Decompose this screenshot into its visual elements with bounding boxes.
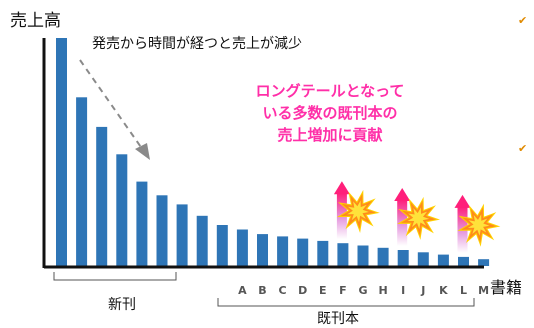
backlist-label: 既刊本 — [317, 311, 359, 327]
highlight-line-3: 売上増加に貢献 — [277, 126, 383, 144]
x-tick-label: D — [298, 284, 307, 297]
x-tick-label: C — [279, 284, 287, 297]
burst-star-core — [347, 200, 369, 223]
x-tick-label: K — [439, 284, 448, 297]
bar — [56, 38, 67, 266]
bar — [297, 238, 309, 266]
x-tick-label: E — [319, 284, 327, 297]
y-axis-label: 売上高 — [10, 11, 61, 31]
bar — [236, 229, 248, 266]
bar — [377, 247, 389, 266]
longtail-highlight: ロングテールとなって いる多数の既刊本の 売上増加に貢献 — [212, 80, 448, 146]
bar — [458, 256, 469, 266]
x-tick-label: A — [238, 284, 247, 297]
x-tick-label: B — [258, 284, 266, 297]
burst-star-core — [407, 207, 430, 229]
bullet-check-icon: ✔ — [518, 142, 528, 155]
bar — [277, 236, 289, 266]
bar — [317, 240, 329, 266]
backlist-bracket — [217, 298, 475, 307]
burst-star-core — [467, 214, 490, 236]
decline-arrow-head — [135, 143, 150, 160]
highlight-line-1: ロングテールとなって — [255, 82, 405, 100]
bar — [357, 245, 369, 266]
bar — [437, 254, 449, 266]
bar — [478, 259, 490, 266]
bar — [156, 195, 168, 266]
growth-arrow-head — [454, 194, 471, 208]
highlight-line-2: いる多数の既刊本の — [262, 104, 398, 122]
new-release-bracket — [53, 272, 177, 281]
bar — [196, 215, 208, 266]
x-tick-label: M — [478, 284, 489, 297]
bar — [397, 250, 409, 266]
x-tick-label: L — [460, 284, 467, 297]
decline-annotation: 発売から時間が経つと売上が減少 — [92, 36, 302, 52]
bar — [257, 234, 268, 266]
bar — [337, 243, 349, 266]
bar — [116, 154, 128, 266]
growth-arrow-head — [333, 181, 350, 195]
bar — [216, 225, 228, 266]
x-tick-label: J — [420, 284, 425, 297]
growth-bursts — [333, 181, 501, 253]
new-release-label: 新刊 — [108, 297, 136, 313]
bar — [96, 126, 108, 267]
x-tick-label: G — [358, 284, 367, 297]
bar — [76, 97, 88, 266]
x-axis-label: 書籍 — [490, 278, 523, 297]
decline-arrow-line — [79, 59, 144, 151]
x-tick-label: H — [378, 284, 387, 297]
bullet-check-icon: ✔ — [518, 14, 528, 27]
bar — [417, 252, 429, 266]
bar — [176, 204, 188, 266]
x-tick-label: F — [339, 284, 347, 297]
x-tick-label: I — [401, 284, 405, 297]
bars-group — [56, 38, 490, 267]
bar — [136, 181, 148, 266]
growth-arrow-head — [394, 188, 411, 201]
